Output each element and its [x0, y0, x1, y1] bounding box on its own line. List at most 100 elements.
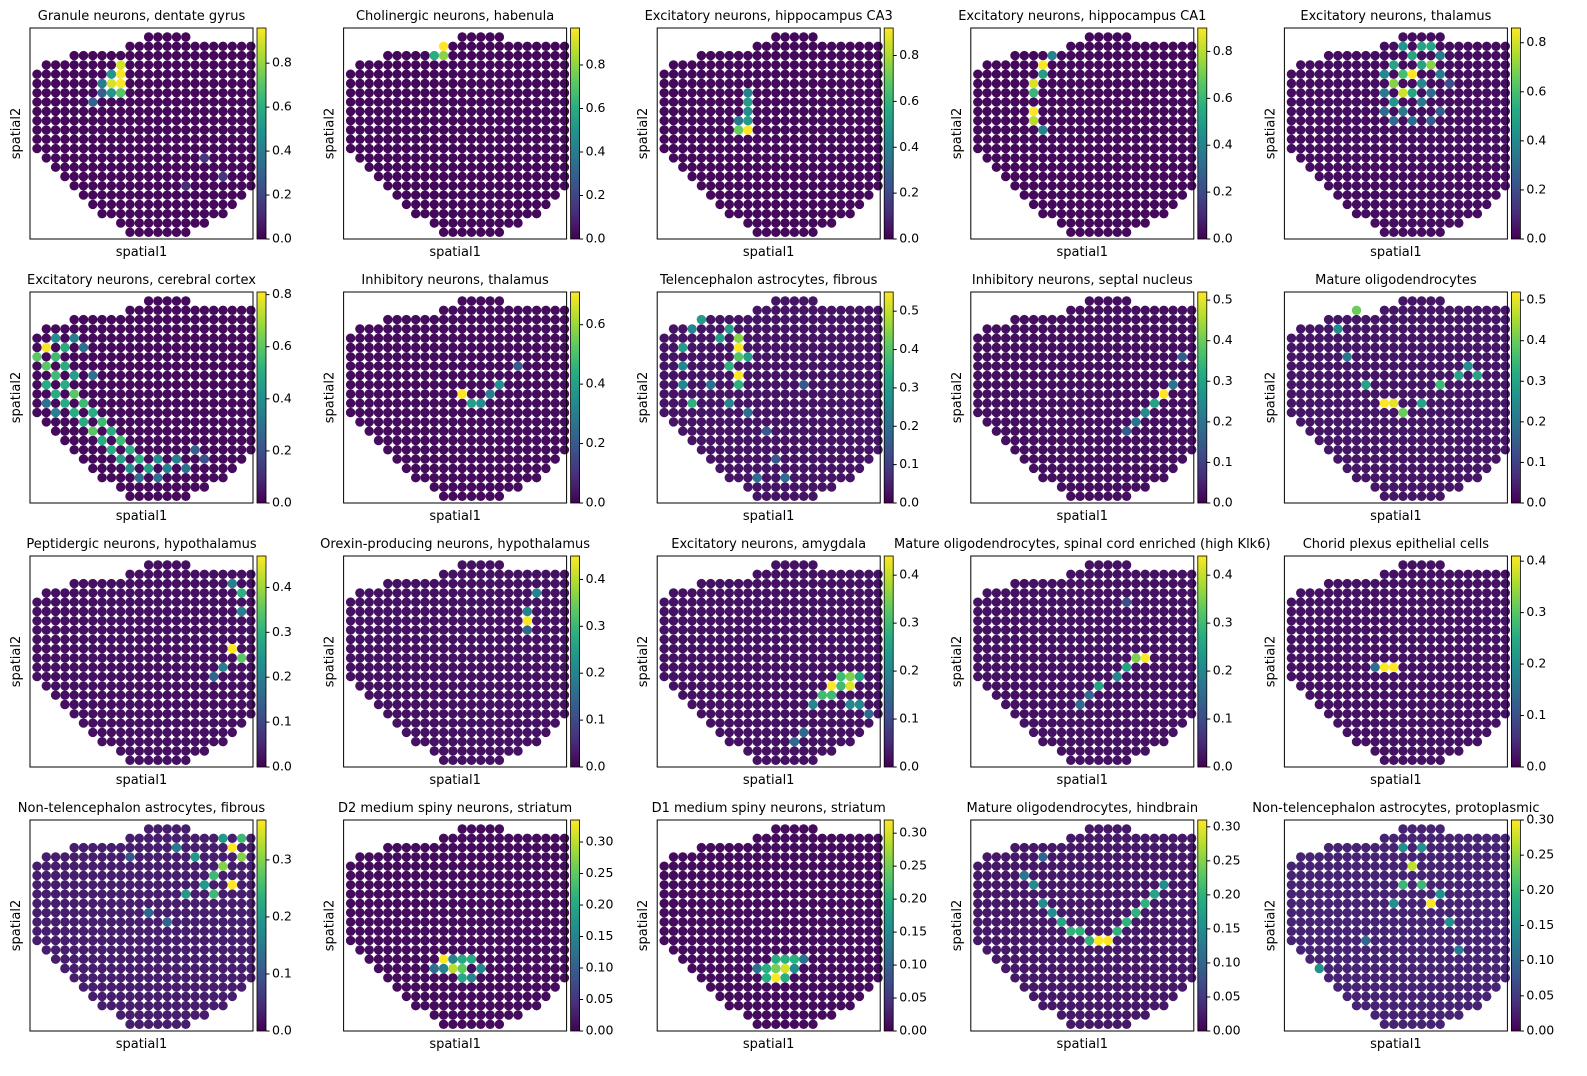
- spot: [836, 60, 845, 69]
- spot: [458, 334, 467, 343]
- spot: [125, 445, 134, 454]
- spot: [560, 306, 569, 315]
- spot: [1324, 97, 1333, 106]
- spot: [1417, 144, 1426, 153]
- spot: [1370, 88, 1379, 97]
- spot: [32, 116, 41, 125]
- spot: [1408, 473, 1417, 482]
- panel-title: Excitatory neurons, hippocampus CA3: [645, 9, 893, 24]
- spot: [1085, 209, 1094, 218]
- spot: [846, 445, 855, 454]
- spot: [504, 107, 513, 116]
- spot: [116, 672, 125, 681]
- spot: [873, 324, 882, 333]
- spot: [246, 445, 255, 454]
- spot: [560, 51, 569, 60]
- spot: [107, 60, 116, 69]
- spot: [1168, 361, 1177, 370]
- spot: [818, 352, 827, 361]
- spot: [734, 144, 743, 153]
- spot: [125, 709, 134, 718]
- spot: [1141, 454, 1150, 463]
- spot: [60, 389, 69, 398]
- spot: [1426, 125, 1435, 134]
- spot: [467, 334, 476, 343]
- spot: [1020, 445, 1029, 454]
- spot: [163, 579, 172, 588]
- spot: [1057, 334, 1066, 343]
- spot: [1482, 352, 1491, 361]
- spot: [1426, 190, 1435, 199]
- spot: [808, 352, 817, 361]
- spot: [125, 473, 134, 482]
- panel: Mature oligodendrocytesspatial1spatial20…: [1263, 273, 1546, 524]
- spot: [504, 125, 513, 134]
- spot: [1150, 361, 1159, 370]
- spot: [1389, 144, 1398, 153]
- spot: [163, 663, 172, 672]
- spot: [734, 79, 743, 88]
- spot: [467, 417, 476, 426]
- spot: [190, 728, 199, 737]
- spot: [836, 172, 845, 181]
- spot: [88, 607, 97, 616]
- spot: [1408, 408, 1417, 417]
- spot: [172, 464, 181, 473]
- spot: [485, 436, 494, 445]
- spot: [144, 116, 153, 125]
- spot: [200, 728, 209, 737]
- spot: [715, 79, 724, 88]
- spot: [771, 389, 780, 398]
- spot: [678, 163, 687, 172]
- spot: [79, 79, 88, 88]
- spot: [1085, 60, 1094, 69]
- spot: [1491, 125, 1500, 134]
- spot: [1352, 209, 1361, 218]
- spot: [70, 389, 79, 398]
- spot: [1445, 436, 1454, 445]
- spot: [88, 135, 97, 144]
- spot: [1159, 163, 1168, 172]
- spot: [32, 408, 41, 417]
- spot: [1168, 125, 1177, 134]
- spot: [228, 306, 237, 315]
- spot: [753, 135, 762, 144]
- y-axis-label: spatial2: [9, 372, 24, 424]
- panel: Cholinergic neurons, habenulaspatial1spa…: [323, 9, 606, 260]
- spot: [1178, 60, 1187, 69]
- spot: [209, 334, 218, 343]
- spot: [1020, 361, 1029, 370]
- spot: [1333, 417, 1342, 426]
- spot: [660, 371, 669, 380]
- spot: [1296, 153, 1305, 162]
- spot: [42, 644, 51, 653]
- spot: [237, 644, 246, 653]
- spot: [1445, 371, 1454, 380]
- spot: [246, 399, 255, 408]
- spot: [181, 228, 190, 237]
- spot: [430, 172, 439, 181]
- spot: [1501, 135, 1510, 144]
- spot: [532, 417, 541, 426]
- spot: [1352, 181, 1361, 190]
- spot: [855, 464, 864, 473]
- spot: [200, 352, 209, 361]
- spot: [973, 399, 982, 408]
- spot: [144, 663, 153, 672]
- spot: [541, 417, 550, 426]
- spot: [200, 116, 209, 125]
- spot: [1141, 352, 1150, 361]
- spot: [762, 492, 771, 501]
- spot: [790, 436, 799, 445]
- spot: [551, 361, 560, 370]
- spot: [237, 389, 246, 398]
- spot: [209, 454, 218, 463]
- spot: [1113, 144, 1122, 153]
- spot: [753, 389, 762, 398]
- spot: [1491, 389, 1500, 398]
- spot: [1333, 88, 1342, 97]
- spot: [551, 399, 560, 408]
- spot: [107, 209, 116, 218]
- spot: [181, 700, 190, 709]
- spot: [246, 616, 255, 625]
